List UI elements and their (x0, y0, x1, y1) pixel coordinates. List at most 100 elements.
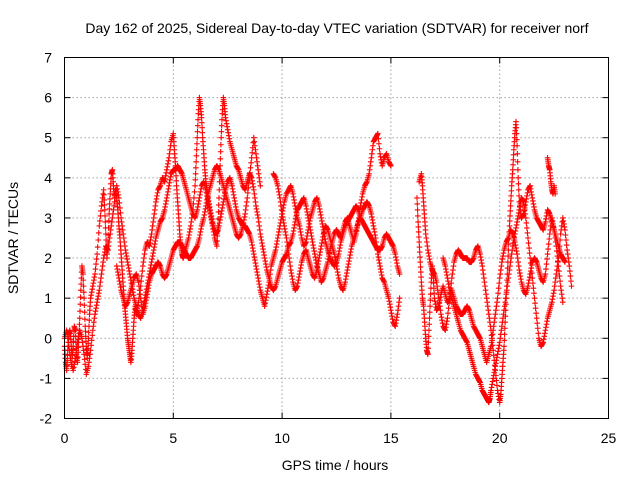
data-point (248, 159, 254, 166)
data-point (396, 271, 403, 277)
data-point (528, 265, 535, 271)
data-point (96, 223, 103, 229)
data-point (506, 235, 512, 241)
data-point (100, 187, 107, 193)
data-point (524, 225, 530, 231)
y-tick-label: 6 (44, 90, 52, 106)
data-point (116, 200, 123, 206)
data-point (506, 229, 513, 235)
data-point (415, 213, 421, 219)
data-point (85, 340, 91, 347)
y-tick-label: -1 (40, 370, 53, 386)
data-point (218, 122, 225, 129)
data-point (445, 310, 451, 317)
data-point (445, 305, 452, 311)
data-point (81, 356, 88, 363)
data-point (545, 246, 551, 252)
data-point (192, 171, 199, 177)
data-point (87, 347, 94, 354)
data-point (98, 208, 104, 214)
data-point (218, 134, 224, 141)
data-point (248, 154, 255, 161)
data-point (194, 128, 201, 135)
series-G (440, 195, 575, 406)
data-point (214, 233, 221, 239)
data-markers (61, 94, 575, 406)
data-point (489, 337, 495, 344)
data-point (92, 271, 98, 277)
data-point (533, 315, 540, 322)
data-point (192, 177, 199, 183)
data-point (568, 278, 574, 284)
data-point (80, 271, 86, 277)
data-point (508, 188, 515, 194)
data-point (218, 141, 224, 148)
data-point (218, 128, 225, 135)
data-point (195, 116, 201, 123)
data-point (88, 342, 94, 349)
data-point (489, 342, 496, 349)
data-point (556, 243, 563, 249)
data-point (117, 205, 123, 211)
data-point (77, 294, 84, 300)
data-point (546, 236, 553, 242)
data-point (425, 345, 431, 352)
data-point (514, 136, 520, 143)
data-point (138, 278, 145, 284)
data-point (508, 193, 514, 199)
x-tick-label: 10 (274, 430, 290, 446)
data-point (416, 239, 422, 245)
data-point (532, 305, 539, 311)
data-point (97, 218, 103, 224)
data-point (93, 256, 100, 262)
data-point (414, 207, 421, 213)
data-point (193, 152, 200, 159)
data-point (417, 259, 424, 265)
data-point (446, 300, 452, 306)
data-point (76, 321, 83, 328)
series-F (416, 118, 568, 406)
data-point (81, 309, 88, 316)
data-point (215, 209, 222, 215)
data-point (94, 244, 101, 250)
data-point (534, 325, 541, 332)
data-point (74, 359, 81, 366)
y-tick-label: 7 (44, 50, 52, 66)
data-point (513, 118, 519, 125)
data-point (562, 232, 569, 238)
data-point (416, 249, 423, 255)
data-point (506, 223, 513, 229)
data-point (101, 197, 108, 203)
data-point (556, 273, 563, 279)
data-point (515, 187, 522, 193)
data-point (376, 140, 382, 147)
x-tick-label: 20 (492, 430, 508, 446)
data-point (531, 290, 537, 296)
data-point (93, 261, 99, 267)
data-point (416, 234, 422, 240)
data-point (245, 185, 252, 191)
x-tick-label: 5 (169, 430, 177, 446)
data-point (250, 139, 257, 146)
data-point (560, 299, 566, 305)
data-point (532, 300, 538, 306)
data-point (515, 181, 522, 187)
data-point (84, 350, 91, 357)
data-point (88, 337, 95, 344)
data-point (80, 283, 87, 289)
data-point (214, 243, 220, 249)
data-point (116, 195, 122, 201)
data-point (199, 129, 206, 136)
data-point (502, 325, 508, 332)
data-point (507, 203, 514, 209)
data-point (514, 158, 521, 165)
data-point (216, 187, 223, 193)
series-E (414, 195, 566, 366)
x-tick-label: 15 (383, 430, 399, 446)
data-point (505, 241, 512, 247)
data-point (173, 178, 180, 184)
data-point (524, 230, 531, 236)
data-point (94, 251, 100, 257)
